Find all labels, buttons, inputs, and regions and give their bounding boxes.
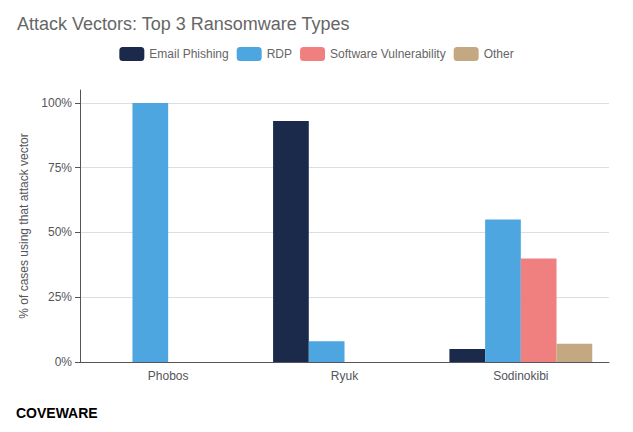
svg-text:Attack Vectors: Top 3 Ransomwa: Attack Vectors: Top 3 Ransomware Types — [17, 14, 350, 34]
svg-text:Other: Other — [484, 47, 514, 61]
svg-text:RDP: RDP — [267, 47, 292, 61]
svg-text:50%: 50% — [48, 225, 72, 239]
svg-text:100%: 100% — [41, 96, 72, 110]
svg-text:Ryuk: Ryuk — [331, 369, 359, 383]
svg-text:0%: 0% — [55, 355, 73, 369]
svg-text:75%: 75% — [48, 161, 72, 175]
svg-text:Email Phishing: Email Phishing — [149, 47, 228, 61]
svg-text:Software Vulnerability: Software Vulnerability — [330, 47, 446, 61]
svg-text:Phobos: Phobos — [148, 369, 189, 383]
svg-text:Sodinokibi: Sodinokibi — [493, 369, 548, 383]
svg-text:COVE: COVE — [16, 405, 56, 421]
svg-text:WARE: WARE — [56, 405, 98, 421]
svg-text:25%: 25% — [48, 290, 72, 304]
svg-text:% of cases using that attack v: % of cases using that attack vector — [17, 133, 31, 318]
